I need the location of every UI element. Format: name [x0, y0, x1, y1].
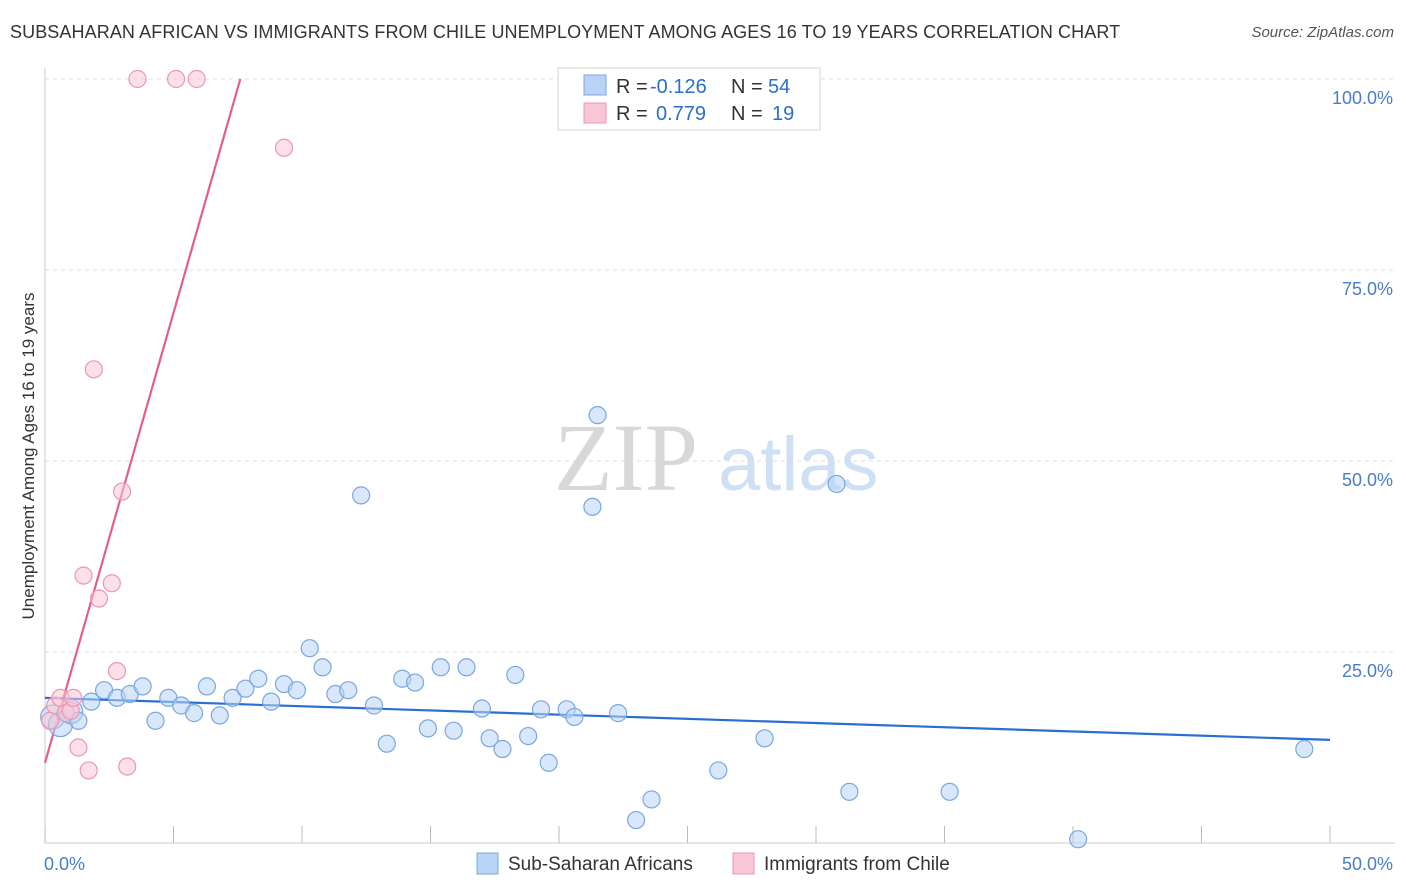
point-chile-6 [69, 738, 88, 757]
x-tick-label-min: 0.0% [44, 854, 85, 874]
legend-swatch-chile [732, 852, 755, 875]
point-sub-saharan-24 [339, 681, 358, 700]
point-sub-saharan-14 [210, 706, 229, 725]
trend-lines [43, 78, 1331, 764]
point-chile-14 [118, 757, 137, 776]
point-sub-saharan-9 [146, 711, 165, 730]
point-sub-saharan-22 [313, 658, 332, 677]
stats-n-label-1: N = [731, 76, 763, 98]
stats-r-value-2: 0.779 [656, 103, 706, 125]
point-sub-saharan-49 [755, 729, 774, 748]
point-sub-saharan-8 [133, 677, 152, 696]
point-sub-saharan-40 [539, 753, 558, 772]
stats-n-value-2: 19 [772, 103, 794, 125]
point-chile-7 [74, 566, 93, 585]
watermark-atlas: atlas [718, 422, 879, 507]
point-sub-saharan-45 [609, 704, 628, 723]
point-sub-saharan-52 [940, 782, 959, 801]
x-tick-label-max: 50.0% [1342, 854, 1393, 874]
point-chile-18 [274, 138, 294, 157]
point-chile-16 [166, 69, 186, 89]
stats-r-label-2: R = [616, 103, 648, 125]
point-chile-5 [64, 688, 83, 707]
point-chile-15 [128, 69, 147, 89]
point-sub-saharan-31 [431, 658, 450, 677]
chart-title: SUBSAHARAN AFRICAN VS IMMIGRANTS FROM CH… [10, 22, 1121, 42]
point-sub-saharan-51 [840, 782, 859, 801]
legend-swatch-sub-saharan [476, 852, 499, 875]
y-tick-label-50: 50.0% [1342, 470, 1393, 490]
point-sub-saharan-33 [457, 658, 476, 677]
tick-labels: 25.0% 50.0% 75.0% 100.0% 0.0% 50.0% [44, 88, 1393, 874]
point-chile-17 [187, 69, 206, 89]
point-sub-saharan-12 [184, 704, 204, 723]
stats-n-label-2: N = [731, 103, 763, 125]
grid [45, 78, 1395, 653]
point-sub-saharan-15 [223, 688, 242, 707]
point-sub-saharan-20 [287, 681, 306, 700]
source-label: Source: ZipAtlas.com [1251, 24, 1394, 41]
y-tick-label-25: 25.0% [1342, 661, 1393, 681]
point-sub-saharan-53 [1069, 830, 1088, 849]
point-chile-10 [89, 589, 109, 608]
y-tick-label-75: 75.0% [1342, 279, 1393, 299]
point-sub-saharan-43 [583, 497, 602, 516]
point-sub-saharan-29 [405, 673, 425, 692]
stats-r-label-1: R = [616, 76, 648, 98]
point-chile-12 [107, 661, 127, 681]
point-sub-saharan-21 [300, 639, 319, 658]
stats-legend: R = -0.126 N = 54 R = 0.779 N = 19 [557, 67, 821, 131]
bottom-legend: Sub-Saharan Africans Immigrants from Chi… [476, 852, 950, 875]
legend-label-chile: Immigrants from Chile [764, 854, 950, 875]
point-sub-saharan-42 [565, 707, 584, 727]
point-sub-saharan-39 [531, 700, 551, 719]
point-sub-saharan-32 [444, 721, 463, 740]
point-sub-saharan-25 [352, 486, 371, 505]
point-sub-saharan-38 [519, 726, 538, 746]
y-tick-label-100: 100.0% [1332, 88, 1393, 108]
legend-label-sub-saharan: Sub-Saharan Africans [508, 854, 693, 875]
point-chile-8 [79, 761, 98, 780]
point-sub-saharan-34 [472, 699, 491, 718]
point-sub-saharan-48 [709, 761, 728, 780]
point-sub-saharan-17 [249, 669, 268, 688]
point-sub-saharan-37 [506, 665, 525, 685]
y-axis-title: Unemployment Among Ages 16 to 19 years [19, 293, 38, 620]
point-chile-9 [84, 360, 103, 379]
point-sub-saharan-18 [262, 692, 281, 711]
point-sub-saharan-54 [1295, 739, 1314, 759]
stats-swatch-pink [583, 102, 607, 124]
point-sub-saharan-50 [827, 474, 846, 494]
point-sub-saharan-30 [418, 719, 438, 738]
point-sub-saharan-36 [493, 739, 512, 759]
data-points [40, 69, 1314, 849]
point-sub-saharan-4 [82, 692, 101, 711]
point-sub-saharan-27 [377, 734, 396, 753]
trend-line-chile [43, 78, 242, 764]
point-sub-saharan-44 [588, 406, 607, 425]
watermark-zip: ZIP [554, 404, 698, 511]
point-sub-saharan-13 [197, 677, 217, 696]
point-sub-saharan-26 [364, 696, 384, 715]
trend-line-sub-saharan [44, 696, 1331, 741]
stats-r-value-1: -0.126 [650, 76, 707, 98]
point-sub-saharan-46 [626, 810, 646, 830]
point-sub-saharan-16 [236, 679, 255, 698]
stats-swatch-blue [583, 74, 607, 96]
point-sub-saharan-35 [480, 729, 499, 748]
point-chile-13 [112, 482, 132, 501]
point-chile-11 [102, 574, 121, 593]
stats-n-value-1: 54 [768, 76, 790, 98]
point-sub-saharan-47 [642, 790, 661, 809]
point-chile-0 [41, 711, 60, 730]
